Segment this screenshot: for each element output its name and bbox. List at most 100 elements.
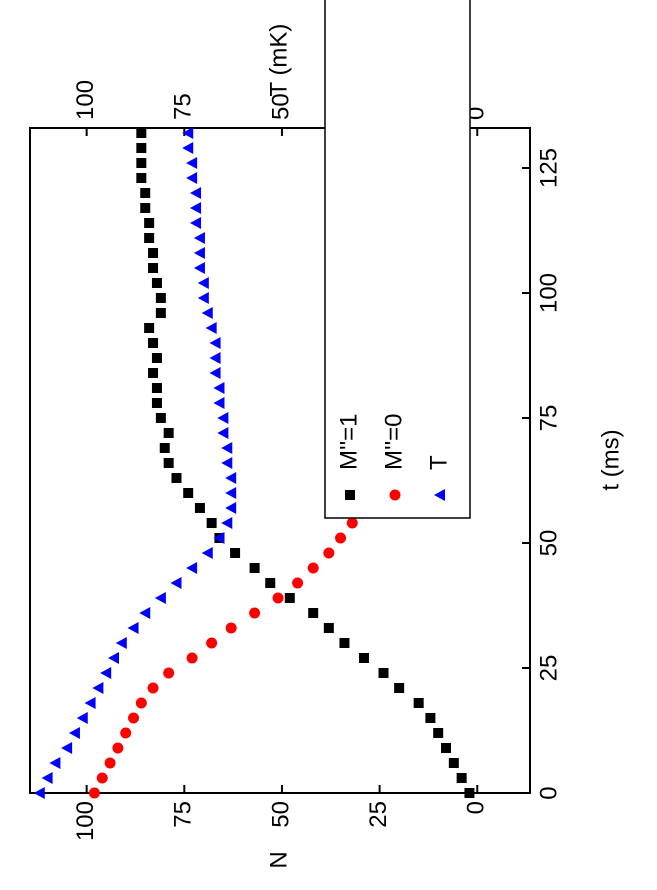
point <box>151 353 162 363</box>
point <box>139 607 151 619</box>
point <box>197 292 209 304</box>
point <box>127 622 139 634</box>
point <box>163 428 174 438</box>
x-tick-label: 50 <box>535 530 562 557</box>
point <box>147 682 159 694</box>
point <box>148 368 159 378</box>
point <box>186 652 198 664</box>
point <box>151 278 162 288</box>
point <box>413 698 424 708</box>
point <box>182 142 194 154</box>
y2-tick-label: 100 <box>72 80 99 120</box>
point <box>136 173 147 183</box>
point <box>201 547 213 559</box>
point <box>136 143 147 153</box>
y-tick-label: 100 <box>72 801 99 841</box>
point <box>272 592 284 604</box>
point <box>193 247 205 259</box>
legend-box <box>324 0 471 519</box>
point <box>265 578 276 588</box>
point <box>190 187 202 199</box>
y-tick-label: 25 <box>365 801 392 828</box>
point <box>135 697 147 709</box>
point <box>151 383 162 393</box>
point <box>221 517 233 529</box>
point <box>346 517 358 529</box>
point <box>194 503 205 513</box>
point <box>193 232 205 244</box>
point <box>249 563 260 573</box>
point <box>76 712 88 724</box>
point <box>249 607 261 619</box>
point <box>84 697 96 709</box>
x-tick-label: 100 <box>535 273 562 313</box>
point <box>163 667 175 679</box>
point <box>308 608 319 618</box>
point <box>433 728 444 738</box>
point <box>425 713 436 723</box>
point <box>307 562 319 574</box>
point <box>128 712 140 724</box>
point <box>394 683 405 693</box>
point <box>206 637 218 649</box>
point <box>213 382 225 394</box>
point <box>136 158 147 168</box>
y-tick-label: 75 <box>170 801 197 828</box>
point <box>225 622 237 634</box>
point <box>112 742 124 754</box>
point <box>148 338 159 348</box>
legend-marker <box>389 489 401 501</box>
point <box>209 367 221 379</box>
point <box>96 772 108 784</box>
point <box>163 458 174 468</box>
point <box>120 727 132 739</box>
point <box>170 577 182 589</box>
legend-label: M''=0 <box>380 413 407 470</box>
point <box>205 322 217 334</box>
point <box>221 442 233 454</box>
point <box>33 787 45 799</box>
plot-frame <box>29 127 531 794</box>
point <box>115 637 127 649</box>
point <box>107 652 119 664</box>
point <box>197 277 209 289</box>
point <box>186 157 198 169</box>
point <box>292 577 304 589</box>
point <box>183 488 194 498</box>
point <box>464 788 475 798</box>
legend-marker <box>345 490 355 500</box>
point <box>144 218 155 228</box>
point <box>217 412 229 424</box>
point <box>136 128 147 138</box>
point <box>190 217 202 229</box>
legend-marker <box>434 489 445 501</box>
point <box>104 757 116 769</box>
point <box>140 188 151 198</box>
x-tick-label: 25 <box>535 655 562 682</box>
point <box>225 472 237 484</box>
point <box>68 727 80 739</box>
point <box>206 518 217 528</box>
point <box>209 337 221 349</box>
point <box>144 233 155 243</box>
point <box>144 323 155 333</box>
y2-tick-label: 75 <box>170 93 197 120</box>
point <box>148 248 159 258</box>
point <box>148 263 159 273</box>
point <box>186 562 198 574</box>
y-tick-label: 0 <box>463 801 490 814</box>
point <box>61 742 73 754</box>
x-axis-label: t (ms) <box>597 429 624 490</box>
legend-label: M''=1 <box>335 413 362 470</box>
point <box>41 772 53 784</box>
point <box>217 427 229 439</box>
point <box>190 202 202 214</box>
point <box>323 547 335 559</box>
point <box>378 668 389 678</box>
point <box>213 397 225 409</box>
point <box>221 457 233 469</box>
point <box>100 667 112 679</box>
x-tick-label: 0 <box>535 786 562 799</box>
